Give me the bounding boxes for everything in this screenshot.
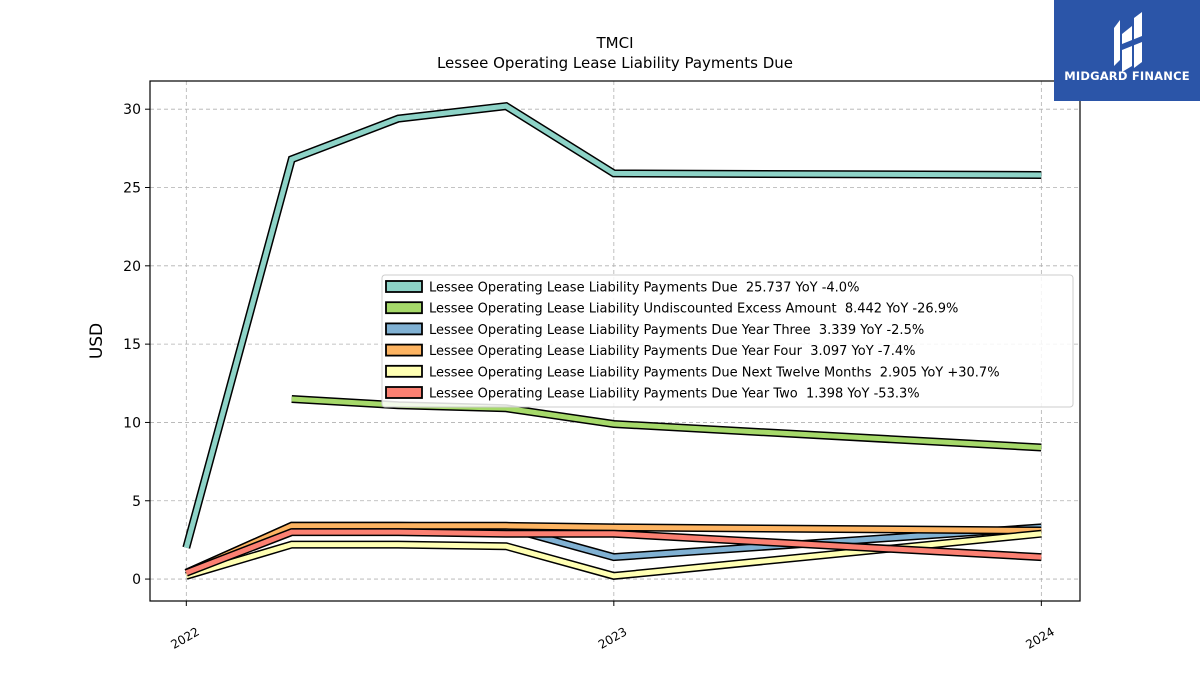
y-tick-label: 0 (132, 572, 141, 588)
chart-subtitle: Lessee Operating Lease Liability Payment… (437, 54, 793, 72)
legend-label: Lessee Operating Lease Liability Payment… (429, 281, 859, 296)
legend-item-4: Lessee Operating Lease Liability Payment… (385, 364, 1000, 380)
legend-label: Lessee Operating Lease Liability Payment… (429, 323, 924, 338)
legend-item-5: Lessee Operating Lease Liability Payment… (385, 386, 920, 402)
legend-swatch (385, 301, 423, 315)
legend-item-1: Lessee Operating Lease Liability Undisco… (385, 301, 958, 317)
legend: Lessee Operating Lease Liability Payment… (381, 274, 1074, 408)
series-line-4 (185, 529, 1042, 580)
legend-label: Lessee Operating Lease Liability Undisco… (429, 302, 958, 317)
series-line-0 (182, 101, 1042, 549)
y-tick-label: 5 (132, 494, 141, 510)
y-tick-label: 10 (123, 415, 141, 431)
legend-label: Lessee Operating Lease Liability Payment… (429, 365, 1000, 380)
midgard-finance-logo: MIDGARD FINANCE (1054, 0, 1200, 101)
series-lines (182, 101, 1042, 580)
logo-mark-icon (1114, 12, 1142, 72)
plot-frame (149, 80, 1081, 602)
y-axis-ticks: 0 5 10 15 20 25 30 (123, 102, 150, 588)
legend-item-2: Lessee Operating Lease Liability Payment… (385, 322, 924, 338)
series-stroke (291, 396, 1042, 450)
x-tick-label: 2022 (168, 624, 201, 651)
legend-label: Lessee Operating Lease Liability Payment… (429, 344, 916, 359)
y-axis-label: USD (87, 323, 107, 359)
series-stroke (185, 529, 1042, 576)
legend-swatch (385, 280, 423, 293)
series-stroke (185, 531, 1042, 579)
y-tick-label: 30 (123, 102, 141, 118)
x-axis-ticks: 2022 2023 2024 (168, 601, 1057, 652)
legend-label: Lessee Operating Lease Liability Payment… (429, 387, 920, 402)
legend-box (381, 274, 1074, 408)
series-line-1 (291, 395, 1042, 452)
x-tick-label: 2023 (596, 624, 629, 651)
legend-swatch (385, 322, 423, 336)
series-stroke (185, 523, 1042, 576)
logo-text: MIDGARD FINANCE (1064, 69, 1190, 83)
x-tick-label: 2024 (1023, 624, 1056, 651)
legend-swatch (385, 386, 423, 399)
series-line-5 (184, 528, 1042, 577)
y-tick-label: 25 (123, 181, 141, 197)
series-stroke (183, 103, 1042, 549)
y-tick-label: 15 (123, 337, 141, 353)
y-tick-label: 20 (123, 259, 141, 275)
chart-title: TMCI (595, 34, 633, 52)
legend-swatch (385, 364, 423, 378)
legend-item-0: Lessee Operating Lease Liability Payment… (385, 280, 859, 296)
legend-item-3: Lessee Operating Lease Liability Payment… (385, 343, 916, 359)
series-line-3 (184, 521, 1042, 577)
legend-swatch (385, 343, 423, 357)
